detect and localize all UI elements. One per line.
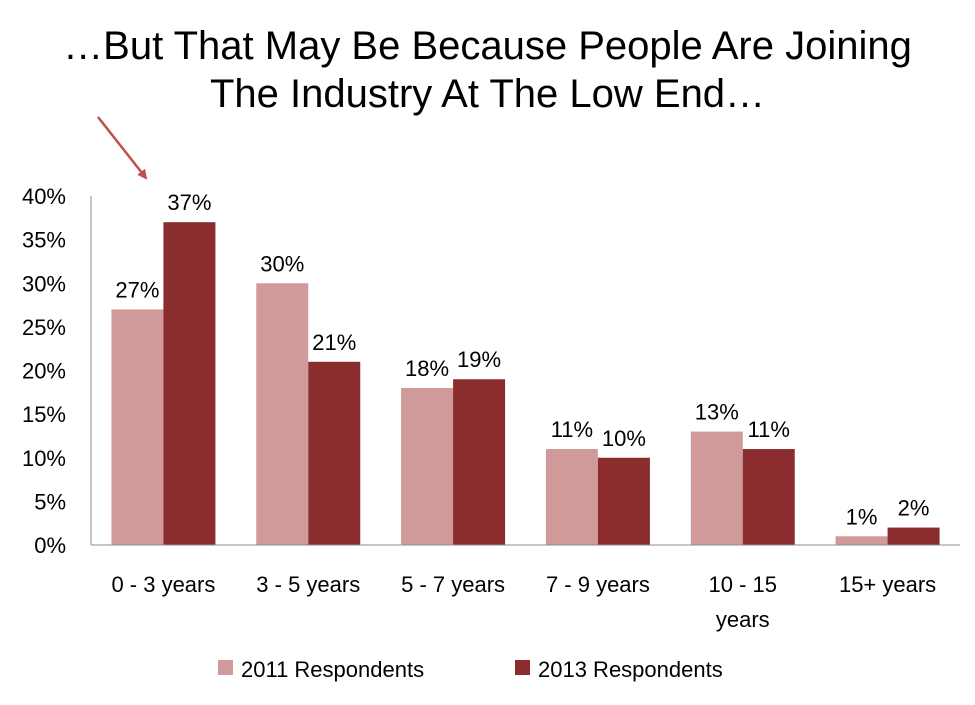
data-label: 37% xyxy=(167,190,211,215)
data-label: 13% xyxy=(695,400,739,425)
data-label: 27% xyxy=(115,277,159,302)
data-label: 11% xyxy=(748,417,790,442)
y-tick-label: 30% xyxy=(22,271,66,296)
bar-2011-4 xyxy=(690,431,743,545)
x-tick-label: 7 - 9 years xyxy=(546,572,650,597)
bar-2011-5 xyxy=(835,536,888,545)
y-tick-label: 5% xyxy=(34,489,66,514)
chart-title: …But That May Be Because People Are Join… xyxy=(0,22,975,118)
chart-title-line-2: The Industry At The Low End… xyxy=(209,72,766,116)
y-tick-label: 25% xyxy=(22,315,66,340)
data-label: 19% xyxy=(457,347,501,372)
annotation-arrow xyxy=(97,116,148,180)
y-tick-label: 0% xyxy=(34,533,66,558)
legend-label: 2011 Respondents xyxy=(241,657,424,682)
legend-swatch xyxy=(218,660,233,675)
bar-2013-0 xyxy=(163,222,216,546)
y-tick-label: 35% xyxy=(22,228,66,253)
data-label: 11% xyxy=(551,417,593,442)
data-label: 1% xyxy=(846,504,878,529)
x-axis-ticks: 0 - 3 years 3 - 5 years 5 - 7 years 7 - 9 y… xyxy=(111,572,936,632)
bar-data-labels: 27% 37% 30% 21% 18% 19% 11% 10% 13% 11% 1% 2% xyxy=(115,190,929,529)
arrow-line xyxy=(97,116,148,180)
legend-swatch xyxy=(515,660,530,675)
bar-2013-1 xyxy=(308,361,361,545)
y-tick-label: 20% xyxy=(22,359,66,384)
data-label: 2% xyxy=(898,496,930,521)
chart-title-line-1: …But That May Be Because People Are Join… xyxy=(63,24,912,68)
bar-2011-3 xyxy=(545,449,598,545)
bar-2013-2 xyxy=(453,379,506,545)
x-tick-label: 5 - 7 years xyxy=(401,572,505,597)
data-label: 21% xyxy=(312,330,356,355)
legend-label: 2013 Respondents xyxy=(538,657,723,682)
y-axis-ticks: 0% 5% 10% 15% 20% 25% 30% 35% 40% xyxy=(22,184,66,558)
data-label: 30% xyxy=(260,251,304,276)
x-tick-label: 15+ years xyxy=(839,572,936,597)
x-tick-label: 0 - 3 years xyxy=(111,572,215,597)
data-label: 10% xyxy=(602,426,646,451)
bar-2011-0 xyxy=(111,309,164,545)
bar-2011-2 xyxy=(401,387,454,545)
bar-2013-4 xyxy=(742,449,795,545)
legend: 2011 Respondents 2013 Respondents xyxy=(218,657,723,682)
bar-2013-5 xyxy=(887,527,940,545)
y-tick-label: 10% xyxy=(22,446,66,471)
y-tick-label: 15% xyxy=(22,402,66,427)
x-tick-label: 3 - 5 years xyxy=(256,572,360,597)
bars xyxy=(111,222,940,546)
y-tick-label: 40% xyxy=(22,184,66,209)
x-tick-label: 10 - 15 years xyxy=(709,572,778,632)
bar-2011-1 xyxy=(256,283,309,545)
data-label: 18% xyxy=(405,356,449,381)
bar-2013-3 xyxy=(597,457,650,545)
